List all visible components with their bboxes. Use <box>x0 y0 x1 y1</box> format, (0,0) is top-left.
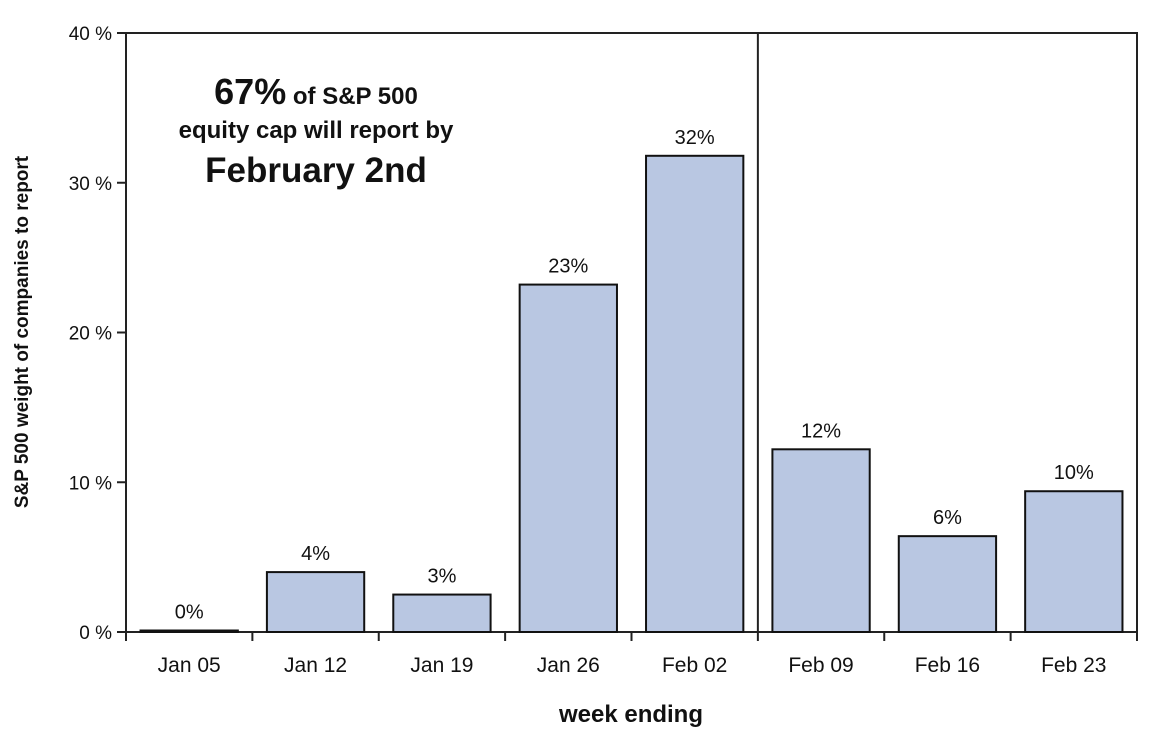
bar <box>1024 490 1124 633</box>
category-label: Feb 02 <box>662 654 727 677</box>
bar <box>518 283 618 633</box>
data-label: 32% <box>675 127 715 149</box>
category-label: Jan 12 <box>284 654 347 677</box>
annotation: 67% of S&P 500 equity cap will report by… <box>179 71 454 190</box>
category-label: Feb 16 <box>915 654 980 677</box>
x-axis: Jan 05 Jan 12 Jan 19 Jan 26 Feb 02 Feb 09 Feb … <box>125 632 1138 677</box>
data-label: 0% <box>175 602 204 624</box>
annotation-line2: equity cap will report by <box>179 117 454 144</box>
y-tick-label: 10 % <box>69 473 112 494</box>
data-label: 3% <box>427 566 456 588</box>
category-label: Feb 23 <box>1041 654 1106 677</box>
category-label: Feb 09 <box>788 654 853 677</box>
y-tick-label: 20 % <box>69 324 112 345</box>
bar <box>265 571 366 633</box>
data-label: 10% <box>1054 462 1094 484</box>
bar <box>771 448 871 633</box>
svg-text:67% of S&P 500: 67% of S&P 500 <box>214 71 418 112</box>
annotation-percent: 67% <box>214 71 286 112</box>
bar <box>645 154 745 633</box>
category-label: Jan 26 <box>537 654 600 677</box>
y-axis-title: S&P 500 weight of companies to report <box>12 155 33 508</box>
data-label: 4% <box>301 543 330 565</box>
annotation-line3: February 2nd <box>205 151 427 190</box>
bar <box>392 593 492 633</box>
bars: 0% 4% 3% 23% 32% 12% 6% 10% <box>139 127 1124 633</box>
bar <box>897 535 998 633</box>
y-axis: 0 % 10 % 20 % 30 % 40 % <box>69 24 126 644</box>
x-axis-title: week ending <box>558 701 703 728</box>
bar <box>139 629 239 633</box>
data-label: 12% <box>801 420 841 442</box>
annotation-line1: of S&P 500 <box>286 83 418 110</box>
y-tick-label: 30 % <box>69 174 112 195</box>
y-tick-label: 40 % <box>69 24 112 45</box>
category-label: Jan 19 <box>410 654 473 677</box>
y-tick-label: 0 % <box>79 623 112 644</box>
data-label: 23% <box>548 256 588 278</box>
category-label: Jan 05 <box>158 654 221 677</box>
plot-area <box>125 32 1138 633</box>
data-label: 6% <box>933 507 962 529</box>
